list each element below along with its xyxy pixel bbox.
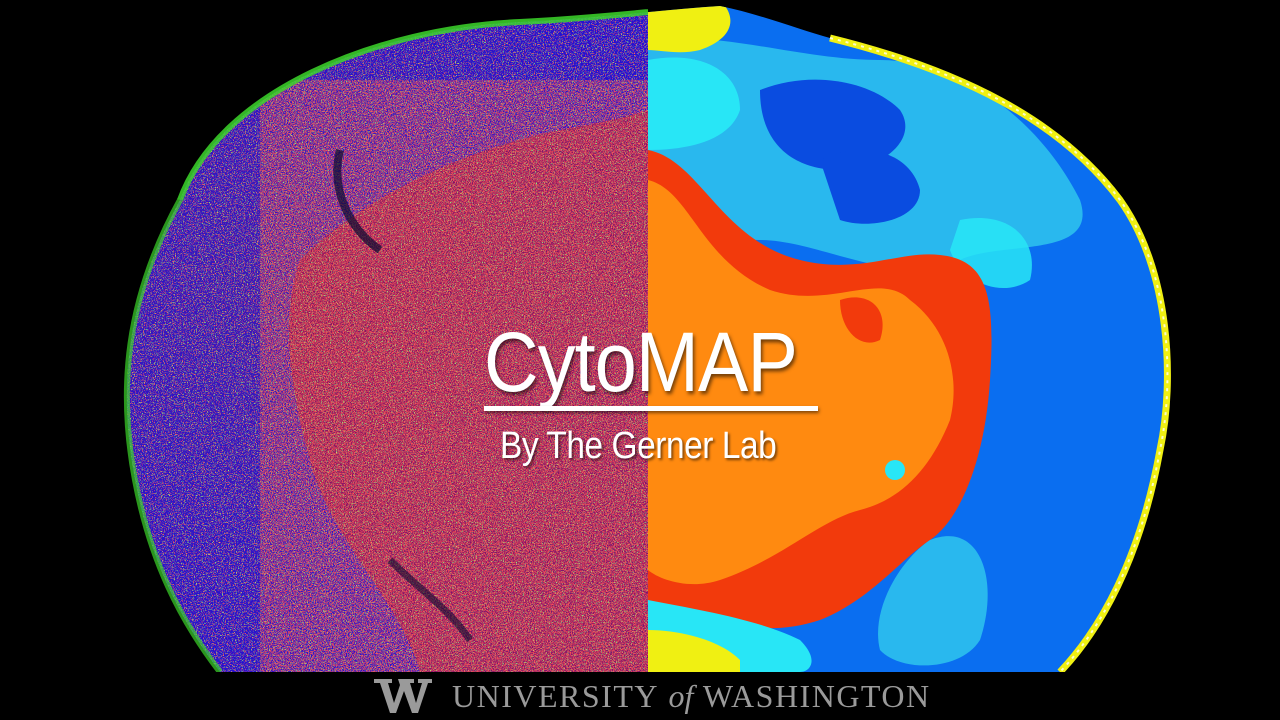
region-map: [648, 6, 1171, 672]
uw-w-logo-icon: [374, 679, 432, 713]
footer-bar: [0, 672, 1280, 720]
microscopy-image: [123, 6, 648, 672]
university-name-part2: WASHINGTON: [702, 677, 931, 714]
university-name-of: of: [668, 677, 694, 714]
university-logo: UNIVERSITY of WASHINGTON: [372, 676, 931, 716]
university-name-part1: UNIVERSITY: [452, 677, 659, 714]
university-name: UNIVERSITY of WASHINGTON: [452, 678, 931, 715]
hero-image: [123, 6, 1171, 672]
